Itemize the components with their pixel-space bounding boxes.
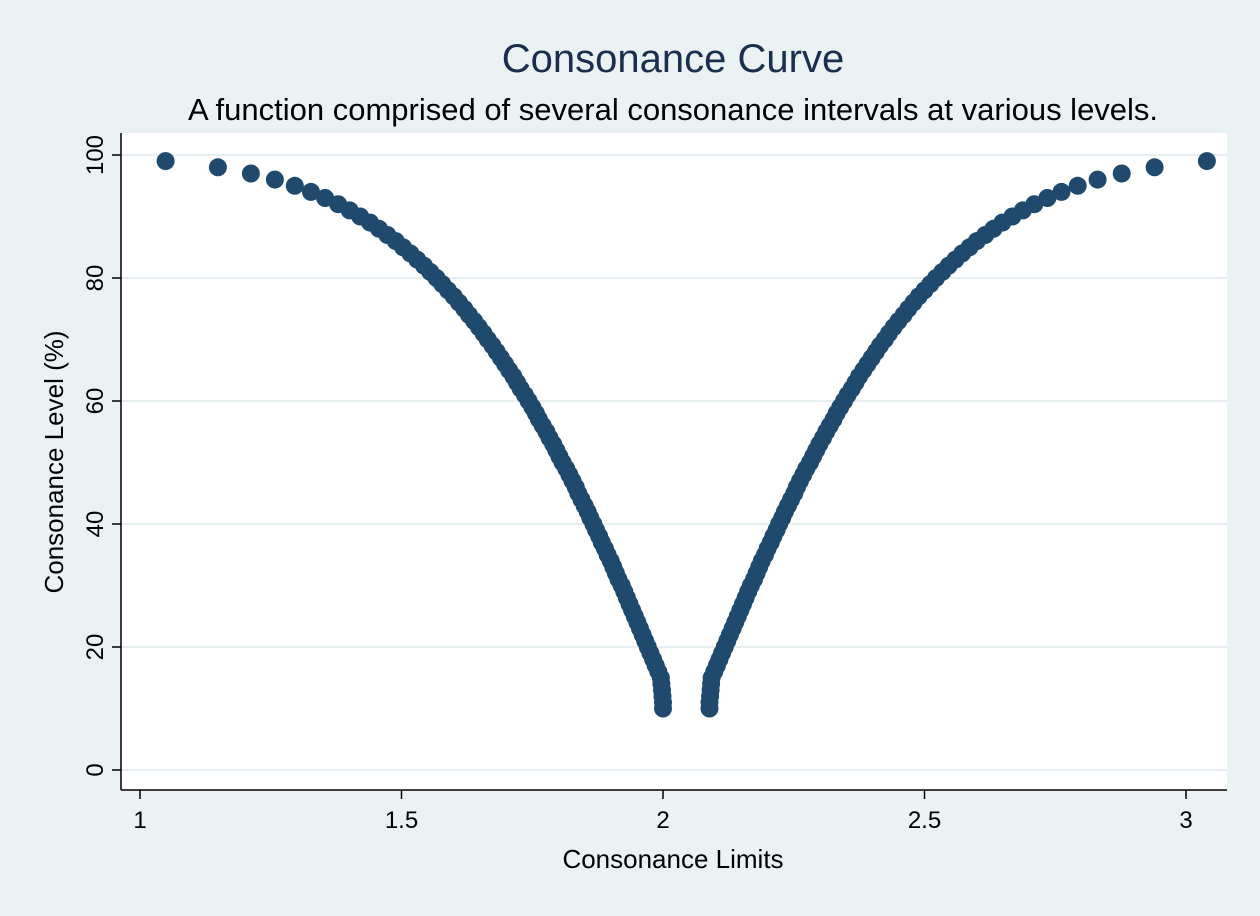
axes [120,133,1227,791]
x-tick-label: 1.5 [385,807,418,834]
x-tick-label: 2 [656,807,669,834]
y-axis-ticks: 0 20 40 60 80 100 [82,135,121,777]
upper-limit-point [1197,152,1216,171]
y-axis-title: Consonance Level (%) [39,330,69,593]
x-tick-label: 2.5 [908,807,941,834]
lower-limit-point [302,182,320,201]
y-tick-label: 80 [82,265,109,292]
upper-limit-point [1052,182,1071,201]
upper-limit-point [700,699,719,718]
upper-limit-point [1112,164,1131,183]
lower-limit-point [156,152,175,171]
chart-subtitle: A function comprised of several consonan… [188,92,1158,127]
lower-limit-point [208,158,227,177]
y-tick-label: 40 [82,511,109,538]
x-axis-ticks: 1 1.5 2 2.5 3 [133,790,1193,834]
y-tick-label: 60 [82,388,109,415]
chart-title: Consonance Curve [502,37,844,81]
x-tick-label: 3 [1179,807,1192,834]
lower-limit-point [265,170,284,189]
y-tick-label: 100 [82,135,109,175]
upper-limit-point [1088,170,1107,189]
upper-limit-point [1068,176,1087,195]
lower-limit-point [654,699,672,718]
data-points [156,152,1216,718]
y-tick-label: 20 [82,634,109,661]
plot-area [121,133,1227,790]
gridlines [121,154,1227,771]
upper-limit-point [1145,158,1164,177]
x-axis-title: Consonance Limits [562,844,783,874]
x-tick-label: 1 [133,807,146,834]
y-tick-label: 0 [82,763,109,776]
lower-limit-point [241,164,260,183]
lower-limit-point [285,176,304,195]
